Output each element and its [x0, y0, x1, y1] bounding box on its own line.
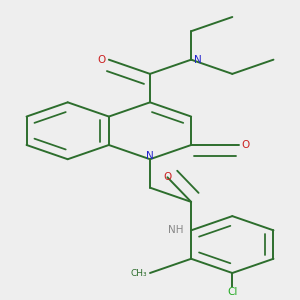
Text: O: O [242, 140, 250, 150]
Text: NH: NH [168, 225, 184, 235]
Text: O: O [98, 55, 106, 65]
Text: N: N [194, 55, 202, 65]
Text: CH₃: CH₃ [130, 268, 147, 278]
Text: O: O [163, 172, 172, 182]
Text: N: N [146, 152, 154, 161]
Text: Cl: Cl [227, 287, 238, 297]
